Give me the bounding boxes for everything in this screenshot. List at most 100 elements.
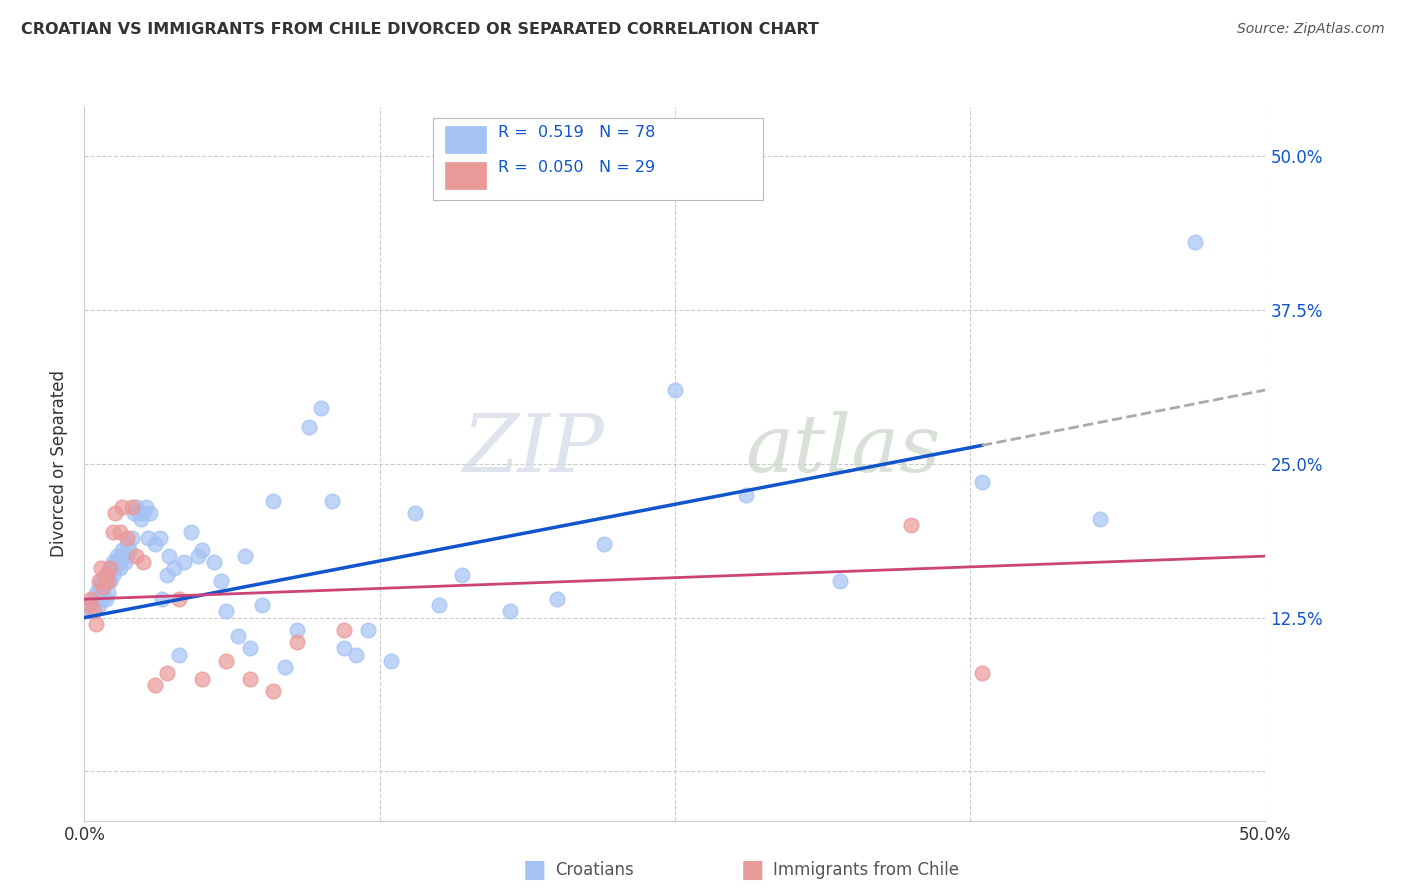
Croatians <box>90 586 112 600</box>
Croatians <box>104 561 127 575</box>
Immigrants from Chile <box>143 678 166 692</box>
Croatians <box>309 401 332 416</box>
Croatians <box>226 629 249 643</box>
Croatians <box>1088 512 1111 526</box>
Croatians <box>94 574 117 588</box>
Immigrants from Chile <box>83 605 105 619</box>
Croatians <box>156 567 179 582</box>
Croatians <box>157 549 180 563</box>
Croatians <box>191 543 214 558</box>
Croatians <box>593 537 616 551</box>
Immigrants from Chile <box>285 635 308 649</box>
Text: R =  0.519   N = 78: R = 0.519 N = 78 <box>498 125 655 139</box>
Croatians <box>209 574 232 588</box>
Croatians <box>1184 235 1206 250</box>
Croatians <box>427 599 450 613</box>
Croatians <box>333 641 356 656</box>
Croatians <box>734 487 756 501</box>
Croatians <box>97 567 120 582</box>
Text: Croatians: Croatians <box>555 861 634 879</box>
Croatians <box>91 592 114 607</box>
Croatians <box>94 567 117 582</box>
Croatians <box>136 531 159 545</box>
Immigrants from Chile <box>87 574 110 588</box>
Immigrants from Chile <box>156 665 179 680</box>
Text: ZIP: ZIP <box>463 411 605 488</box>
FancyBboxPatch shape <box>444 162 486 189</box>
Text: R =  0.050   N = 29: R = 0.050 N = 29 <box>498 161 655 175</box>
Croatians <box>498 605 520 619</box>
Croatians <box>250 599 273 613</box>
Immigrants from Chile <box>121 500 143 514</box>
Croatians <box>107 555 129 569</box>
Croatians <box>149 531 172 545</box>
Croatians <box>163 561 186 575</box>
Immigrants from Chile <box>970 665 993 680</box>
Croatians <box>114 555 136 569</box>
Immigrants from Chile <box>215 654 238 668</box>
Immigrants from Chile <box>111 500 134 514</box>
Croatians <box>173 555 195 569</box>
Text: Source: ZipAtlas.com: Source: ZipAtlas.com <box>1237 22 1385 37</box>
Immigrants from Chile <box>167 592 190 607</box>
Croatians <box>87 599 110 613</box>
Croatians <box>111 549 134 563</box>
Text: Immigrants from Chile: Immigrants from Chile <box>773 861 959 879</box>
Croatians <box>132 506 155 520</box>
Croatians <box>108 561 131 575</box>
Immigrants from Chile <box>239 672 262 686</box>
Croatians <box>115 537 138 551</box>
Immigrants from Chile <box>98 561 121 575</box>
Croatians <box>239 641 262 656</box>
Immigrants from Chile <box>900 518 922 533</box>
Croatians <box>77 599 100 613</box>
Immigrants from Chile <box>333 623 356 637</box>
Croatians <box>451 567 474 582</box>
FancyBboxPatch shape <box>433 118 763 200</box>
Immigrants from Chile <box>84 616 107 631</box>
Croatians <box>404 506 426 520</box>
Croatians <box>129 512 152 526</box>
Croatians <box>115 549 138 563</box>
Immigrants from Chile <box>80 592 103 607</box>
Croatians <box>830 574 852 588</box>
Croatians <box>321 493 343 508</box>
Croatians <box>125 500 148 514</box>
Croatians <box>380 654 402 668</box>
Immigrants from Chile <box>132 555 155 569</box>
Immigrants from Chile <box>97 574 120 588</box>
Croatians <box>135 500 157 514</box>
Croatians <box>180 524 202 539</box>
Text: CROATIAN VS IMMIGRANTS FROM CHILE DIVORCED OR SEPARATED CORRELATION CHART: CROATIAN VS IMMIGRANTS FROM CHILE DIVORC… <box>21 22 818 37</box>
Croatians <box>664 383 686 397</box>
Croatians <box>262 493 284 508</box>
Text: ■: ■ <box>523 858 546 881</box>
Croatians <box>139 506 162 520</box>
Immigrants from Chile <box>90 561 112 575</box>
Croatians <box>101 567 124 582</box>
Croatians <box>233 549 256 563</box>
FancyBboxPatch shape <box>444 127 486 153</box>
Immigrants from Chile <box>94 567 117 582</box>
Croatians <box>298 420 321 434</box>
Croatians <box>970 475 993 490</box>
Immigrants from Chile <box>104 506 127 520</box>
Croatians <box>202 555 225 569</box>
Croatians <box>111 543 134 558</box>
Text: atlas: atlas <box>745 411 941 488</box>
Croatians <box>80 605 103 619</box>
Immigrants from Chile <box>91 580 114 594</box>
Croatians <box>143 537 166 551</box>
Croatians <box>122 506 145 520</box>
Croatians <box>285 623 308 637</box>
Croatians <box>90 574 112 588</box>
Immigrants from Chile <box>77 599 100 613</box>
Croatians <box>118 543 141 558</box>
Croatians <box>98 561 121 575</box>
Croatians <box>121 531 143 545</box>
Croatians <box>84 586 107 600</box>
Croatians <box>101 555 124 569</box>
Croatians <box>98 574 121 588</box>
Croatians <box>357 623 380 637</box>
Y-axis label: Divorced or Separated: Divorced or Separated <box>51 370 69 558</box>
